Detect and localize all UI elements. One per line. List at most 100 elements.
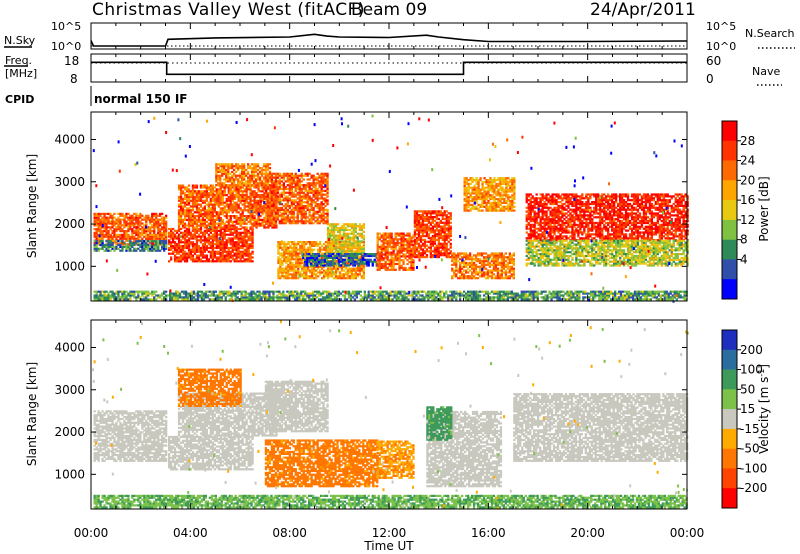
power-cell-3 [253, 199, 256, 202]
power-cell-2 [215, 246, 218, 250]
power-cell-3 [187, 201, 191, 204]
power-cell-0 [135, 220, 138, 223]
power-cell-3 [185, 224, 189, 227]
power-cell-2 [245, 248, 248, 251]
power-cell-7 [330, 242, 334, 245]
power-cell-8 [347, 254, 351, 258]
power-cell-5 [280, 220, 283, 223]
power-cell-2 [251, 245, 254, 248]
power-cell-3 [185, 186, 189, 189]
power-cell-9 [386, 262, 389, 266]
power-cell-0 [155, 224, 158, 227]
power-cell-3 [249, 203, 252, 206]
power-cell-2 [229, 250, 232, 253]
power-cell-6 [279, 275, 282, 278]
power-cell-5 [276, 197, 280, 200]
power-cell-5 [272, 195, 276, 198]
power-cell-3 [225, 211, 228, 214]
power-cell-5 [282, 222, 285, 225]
power-cell-3 [181, 218, 185, 221]
power-cell-2 [223, 254, 226, 257]
power-cell-10 [431, 250, 434, 253]
power-cell-5 [270, 201, 274, 204]
power-cell-0 [121, 243, 124, 246]
power-cell-9 [376, 261, 379, 264]
power-cell-8 [349, 262, 353, 265]
power-cell-2 [191, 250, 195, 253]
power-cell-3 [233, 190, 236, 193]
power-cell-0 [163, 220, 166, 223]
power-cell-9 [408, 251, 411, 254]
power-cell-8 [341, 258, 345, 261]
power-cell-3 [213, 197, 216, 200]
power-cell-10 [429, 210, 432, 213]
power-cell-8 [359, 253, 362, 256]
power-cell-9 [386, 242, 389, 245]
power-cell-9 [376, 245, 379, 248]
power-cell-3 [273, 209, 276, 212]
power-cell-6 [346, 248, 350, 251]
power-cell-2 [219, 245, 222, 248]
power-cell-3 [201, 199, 205, 202]
power-cell-2 [211, 239, 214, 242]
power-cell-2 [170, 256, 173, 259]
power-cell-0 [129, 235, 132, 238]
power-cell-6 [315, 275, 318, 278]
power-cell-1 [129, 247, 132, 250]
power-cell-5 [298, 189, 301, 192]
power-cell-3 [193, 211, 197, 214]
power-cell-10 [431, 240, 434, 243]
power-cell-6 [315, 244, 318, 247]
power-cell-2 [237, 250, 240, 253]
power-cell-7 [344, 228, 348, 232]
power-cell-0 [151, 224, 154, 227]
power-cell-2 [233, 235, 236, 238]
power-cell-2 [197, 229, 201, 232]
power-cell-5 [322, 172, 325, 175]
power-cell-10 [419, 248, 423, 251]
power-cell-0 [95, 214, 98, 217]
power-cell-10 [429, 256, 432, 259]
power-cell-1 [143, 242, 146, 245]
power-cell-6 [289, 260, 292, 263]
power-cell-2 [231, 241, 234, 244]
power-cell-0 [97, 224, 100, 227]
power-cell-10 [437, 225, 440, 228]
power-cell-5 [270, 186, 274, 189]
power-cell-0 [125, 231, 128, 235]
power-cell-6 [336, 267, 340, 270]
power-cell-10 [415, 229, 419, 232]
power-cell-4 [243, 178, 246, 181]
power-cell-3 [273, 224, 276, 227]
power-cell-4 [241, 178, 244, 181]
power-cell-9 [382, 262, 385, 266]
power-cell-2 [187, 252, 191, 255]
power-cell-3 [215, 226, 218, 229]
power-cell-9 [392, 243, 395, 247]
power-cell-3 [265, 213, 268, 216]
power-cell-6 [289, 246, 292, 249]
power-cell-6 [362, 273, 365, 276]
power-cell-5 [288, 182, 291, 185]
power-cell-0 [137, 237, 140, 240]
power-cell-3 [181, 209, 185, 212]
power-cell-5 [270, 176, 274, 179]
power-cell-3 [249, 188, 252, 191]
power-cell-2 [227, 258, 230, 261]
power-cell-6 [350, 267, 354, 270]
power-cell-0 [101, 226, 104, 229]
power-cell-10 [443, 236, 446, 240]
power-cell-9 [378, 236, 381, 239]
power-cell-3 [233, 186, 236, 189]
power-cell-9 [394, 257, 397, 260]
power-cell-8 [314, 258, 317, 261]
power-cell-6 [289, 261, 292, 265]
power-cell-8 [335, 262, 339, 265]
power-cell-10 [421, 242, 425, 245]
power-cell-6 [297, 248, 300, 251]
power-cell-2 [241, 250, 244, 253]
power-cell-8 [353, 254, 356, 258]
power-cell-3 [263, 209, 266, 212]
power-cell-5 [316, 205, 319, 208]
power-cell-6 [303, 265, 306, 268]
